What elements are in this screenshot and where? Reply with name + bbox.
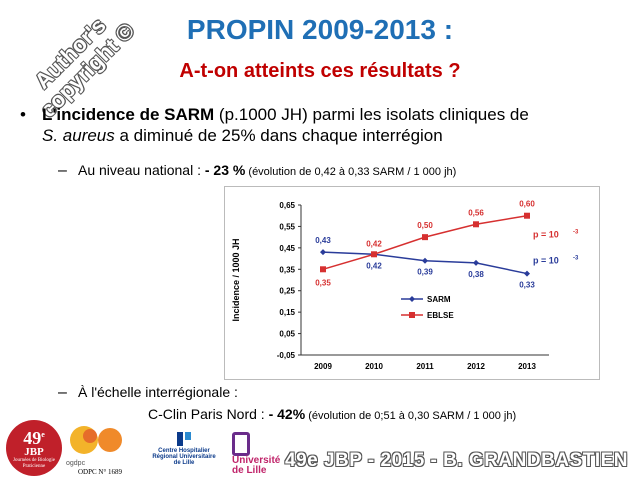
bullet-dot: • bbox=[20, 105, 26, 124]
cclin-label: C-Clin Paris Nord : bbox=[148, 406, 269, 422]
p-value-exp-sarm: -3 bbox=[573, 256, 579, 262]
chrl-text: Centre Hospitalier Régional Universitair… bbox=[152, 448, 216, 466]
jbp-name: JBP bbox=[24, 446, 44, 458]
slide-title: PROPIN 2009-2013 : bbox=[186, 14, 454, 45]
jbp-logo: 49e JBP Journées de Biologie Praticienne bbox=[6, 420, 62, 476]
y-tick-label: 0,55 bbox=[279, 222, 295, 231]
data-label-sarm: 0,38 bbox=[468, 270, 484, 279]
bullet-species: S. aureus bbox=[42, 126, 115, 145]
x-tick-label: 2013 bbox=[518, 362, 536, 371]
legend-marker-eblse bbox=[409, 312, 415, 318]
x-tick-label: 2010 bbox=[365, 362, 383, 371]
p-value-eblse: p = 10 bbox=[533, 230, 559, 240]
ogdpc-text: ogdpc bbox=[66, 460, 86, 467]
y-tick-label: 0,65 bbox=[279, 201, 295, 210]
data-label-sarm: 0,42 bbox=[366, 261, 382, 270]
data-point-sarm bbox=[524, 270, 530, 277]
bullet-bold: L'incidence de SARM bbox=[42, 105, 215, 124]
data-point-eblse bbox=[473, 221, 479, 228]
cclin-detail: (évolution de 0;51 à 0,30 SARM / 1 000 j… bbox=[305, 410, 517, 422]
incidence-chart: Incidence / 1000 JH 0,65 0,55 0,45 0,35 0,25 0… bbox=[224, 186, 600, 380]
national-dash: – bbox=[58, 162, 67, 179]
p-value-exp-eblse: -3 bbox=[573, 230, 579, 236]
bullet-text1: (p.1000 JH) parmi les isolats cliniques … bbox=[214, 105, 529, 124]
ulille-line1: Université bbox=[232, 455, 281, 466]
cclin-value: - 42% bbox=[268, 406, 306, 422]
data-label-sarm: 0,39 bbox=[417, 268, 433, 277]
legend-marker-sarm bbox=[409, 296, 415, 302]
data-point-eblse bbox=[371, 251, 377, 258]
data-label-eblse: 0,56 bbox=[468, 208, 484, 217]
national-label: Au niveau national : bbox=[78, 162, 205, 178]
legend-label-sarm: SARM bbox=[427, 295, 451, 304]
data-point-sarm bbox=[473, 259, 479, 266]
chrl-emblem-icon bbox=[177, 432, 191, 446]
interregional-dash: – bbox=[58, 384, 67, 401]
footer-credit: 49e JBP - 2015 - B. GRANDBASTIEN bbox=[285, 450, 628, 471]
cclin-line: C-Clin Paris Nord : - 42% (évolution de … bbox=[148, 406, 516, 422]
lille-emblem-icon bbox=[232, 432, 250, 456]
x-tick-label: 2011 bbox=[416, 362, 434, 371]
jbp-number: 49 bbox=[23, 428, 42, 448]
y-tick-label: -0,05 bbox=[277, 351, 296, 360]
y-tick-label: 0,15 bbox=[279, 308, 295, 317]
y-tick-label: 0,45 bbox=[279, 244, 295, 253]
data-label-sarm: 0,43 bbox=[315, 236, 331, 245]
p-value-sarm: p = 10 bbox=[533, 256, 559, 266]
universite-lille-logo: Université de Lille bbox=[232, 432, 292, 476]
national-line: Au niveau national : - 23 % (évolution d… bbox=[78, 162, 456, 178]
bullet-text2: a diminué de 25% dans chaque interrégion bbox=[114, 126, 443, 145]
ulille-line2: de Lille bbox=[232, 465, 267, 476]
data-point-eblse bbox=[422, 234, 428, 241]
legend-label-eblse: EBLSE bbox=[427, 311, 454, 320]
national-value: - 23 % bbox=[204, 162, 246, 178]
data-point-eblse bbox=[524, 212, 530, 219]
data-point-sarm bbox=[422, 257, 428, 264]
y-tick-label: 0,05 bbox=[279, 330, 295, 339]
data-point-eblse bbox=[320, 266, 326, 273]
jbp-sup: e bbox=[41, 430, 45, 439]
chrl-logo: Centre Hospitalier Régional Universitair… bbox=[148, 432, 220, 466]
data-label-eblse: 0,50 bbox=[417, 221, 433, 230]
x-tick-label: 2012 bbox=[467, 362, 485, 371]
data-point-sarm bbox=[320, 249, 326, 256]
data-label-eblse: 0,42 bbox=[366, 239, 382, 248]
y-tick-label: 0,35 bbox=[279, 265, 295, 274]
odpc-number: ODPC N° 1689 bbox=[78, 468, 123, 476]
data-label-eblse: 0,60 bbox=[519, 200, 535, 209]
slide-subtitle: A-t-on atteints ces résultats ? bbox=[179, 60, 461, 82]
y-tick-label: 0,25 bbox=[279, 287, 295, 296]
x-tick-label: 2009 bbox=[314, 362, 332, 371]
data-label-eblse: 0,35 bbox=[315, 278, 331, 287]
jbp-subtitle: Journées de Biologie Praticienne bbox=[13, 458, 55, 469]
ogdpc-emblem-icon bbox=[70, 426, 122, 454]
chart-svg: Incidence / 1000 JH 0,65 0,55 0,45 0,35 0,25 0… bbox=[231, 200, 579, 371]
national-detail: (évolution de 0,42 à 0,33 SARM / 1 000 j… bbox=[245, 166, 457, 178]
y-axis-label: Incidence / 1000 JH bbox=[231, 238, 241, 321]
ogdpc-logo: ogdpc bbox=[66, 424, 126, 467]
data-label-sarm: 0,33 bbox=[519, 281, 535, 290]
interregional-label: À l'échelle interrégionale : bbox=[78, 384, 238, 400]
